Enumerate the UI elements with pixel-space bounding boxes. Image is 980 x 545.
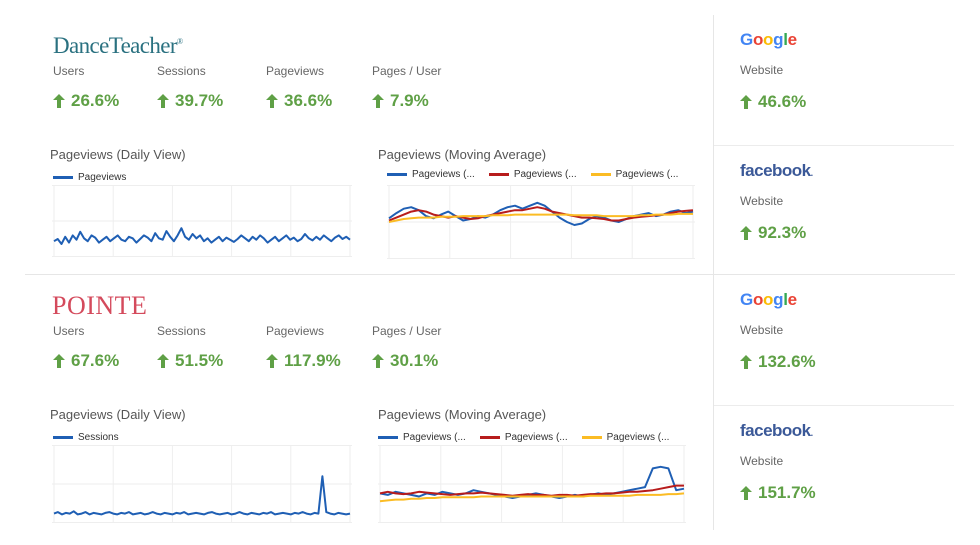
arrow-up-icon <box>157 94 169 108</box>
moving-average-line-chart[interactable] <box>378 445 686 523</box>
daily-line-chart[interactable] <box>52 445 352 523</box>
ma-chart-legend[interactable]: Pageviews (... Pageviews (... Pageviews … <box>378 432 681 443</box>
legend-item[interactable]: Pageviews (... <box>378 432 466 443</box>
legend-item[interactable]: Pageviews (... <box>479 432 568 443</box>
metric-value: 117.9% <box>284 351 341 370</box>
daily-chart-legend[interactable]: Sessions <box>53 432 131 443</box>
source-value: 151.7% <box>758 483 816 502</box>
ma-chart-legend[interactable]: Pageviews (... Pageviews (... Pageviews … <box>387 169 690 180</box>
series-line-1[interactable] <box>53 475 351 516</box>
arrow-up-icon <box>266 94 278 108</box>
legend-item[interactable]: Pageviews (... <box>590 169 678 180</box>
arrow-up-icon <box>740 226 752 240</box>
arrow-up-icon <box>157 354 169 368</box>
arrow-up-icon <box>53 94 65 108</box>
google-logo: Google <box>740 30 797 49</box>
daily-chart-title: Pageviews (Daily View) <box>50 147 186 162</box>
arrow-up-icon <box>53 354 65 368</box>
pointe-logo: POINTE <box>52 291 148 320</box>
google-source-card: Google Website 132.6% <box>740 290 816 371</box>
daily-chart-title: Pageviews (Daily View) <box>50 407 186 422</box>
dance-teacher-section: DanceTeacher® Users 26.6% Sessions 39.7%… <box>50 30 954 259</box>
metric-value: 67.6% <box>71 351 120 370</box>
arrow-up-icon <box>740 486 752 500</box>
facebook-source-card: facebook. Website 151.7% <box>740 421 816 502</box>
daily-chart-legend[interactable]: Pageviews <box>53 172 138 183</box>
series-line-2[interactable] <box>388 206 694 222</box>
legend-item[interactable]: Sessions <box>53 432 119 443</box>
legend-item[interactable]: Pageviews (... <box>488 169 577 180</box>
legend-item[interactable]: Pageviews <box>53 172 126 183</box>
source-value: 46.6% <box>758 92 807 111</box>
source-divider <box>714 145 954 146</box>
series-line-3[interactable] <box>388 212 693 223</box>
facebook-logo: facebook. <box>740 421 813 440</box>
arrow-up-icon <box>372 354 384 368</box>
legend-item[interactable]: Pageviews (... <box>387 169 475 180</box>
metric-value: 51.5% <box>175 351 224 370</box>
source-value: 92.3% <box>758 223 807 242</box>
arrow-up-icon <box>266 354 278 368</box>
series-line-2[interactable] <box>379 484 684 497</box>
moving-average-line-chart[interactable] <box>387 185 695 259</box>
legend-item[interactable]: Pageviews (... <box>581 432 669 443</box>
series-line-3[interactable] <box>379 492 685 503</box>
ma-chart-title: Pageviews (Moving Average) <box>378 407 547 422</box>
facebook-logo: facebook. <box>740 161 813 180</box>
metric-value: 26.6% <box>71 91 120 110</box>
dance-teacher-logo: DanceTeacher® <box>53 33 183 58</box>
pointe-section: POINTE Users 67.6% Sessions 51.5% Pagevi… <box>0 275 980 545</box>
arrow-up-icon <box>372 94 384 108</box>
arrow-up-icon <box>740 95 752 109</box>
metric-value: 36.6% <box>284 91 333 110</box>
daily-line-chart[interactable] <box>52 185 352 257</box>
source-value: 132.6% <box>758 352 816 371</box>
arrow-up-icon <box>740 355 752 369</box>
google-logo: Google <box>740 290 797 309</box>
section-divider <box>25 274 955 275</box>
google-source-card: Google Website 46.6% <box>740 30 807 111</box>
right-panel-divider <box>713 15 714 530</box>
facebook-source-card: facebook. Website 92.3% <box>740 161 813 242</box>
source-divider <box>714 405 954 406</box>
metric-value: 39.7% <box>175 91 224 110</box>
metric-value: 7.9% <box>390 91 429 110</box>
series-line-1[interactable] <box>53 227 351 245</box>
ma-chart-title: Pageviews (Moving Average) <box>378 147 547 162</box>
metric-value: 30.1% <box>390 351 439 370</box>
